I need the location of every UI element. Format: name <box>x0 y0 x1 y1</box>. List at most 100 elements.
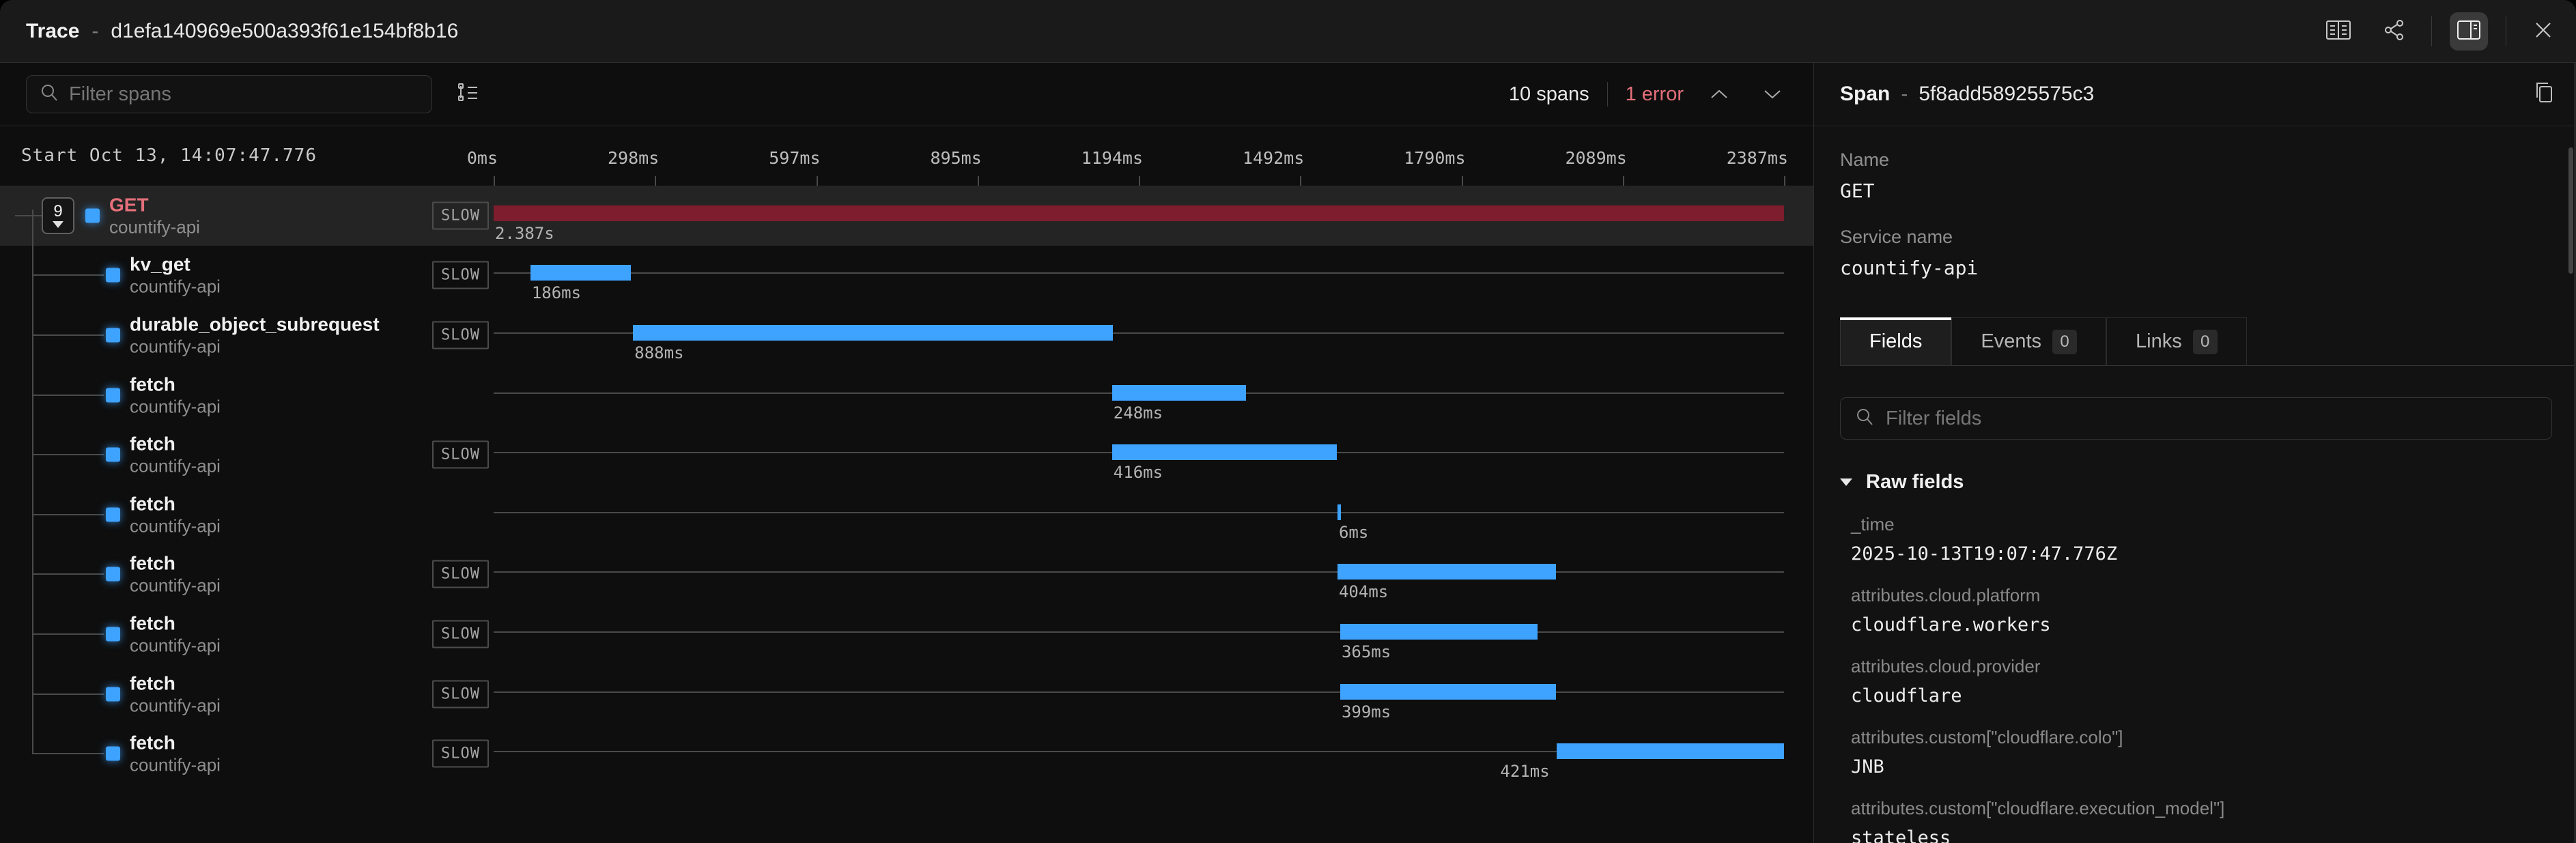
span-row[interactable]: kv_get countify-api SLOW 186ms <box>0 246 1813 306</box>
name-value: GET <box>1840 180 1875 202</box>
span-name: fetch <box>130 612 175 634</box>
span-duration-bar[interactable] <box>1112 384 1247 401</box>
span-timeline: 399ms <box>494 664 1784 724</box>
trace-id: d1efa140969e500a393f61e154bf8b16 <box>111 19 459 42</box>
tree-connector <box>15 214 42 216</box>
span-row[interactable]: fetch countify-api 248ms <box>0 365 1813 425</box>
span-duration-bar[interactable] <box>494 205 1784 221</box>
span-text: kv_get countify-api <box>130 253 221 298</box>
tick-label: 1194ms <box>1081 148 1143 168</box>
panel-scrollbar-track <box>2574 63 2576 843</box>
span-kind-icon <box>106 447 120 462</box>
span-duration-bar[interactable] <box>530 265 632 281</box>
tick-mark <box>816 176 818 186</box>
span-row[interactable]: fetch countify-api SLOW 365ms <box>0 604 1813 664</box>
span-duration-bar[interactable] <box>1337 504 1341 520</box>
tab-label: Fields <box>1869 330 1923 352</box>
table-view-button[interactable] <box>2319 12 2358 51</box>
span-name: fetch <box>130 672 175 694</box>
span-duration-bar[interactable] <box>633 324 1114 341</box>
span-kind-icon <box>106 507 120 522</box>
span-duration-bar[interactable] <box>1556 743 1784 760</box>
span-label: Span <box>1840 83 1891 105</box>
span-name-block: Name GET <box>1840 149 2558 202</box>
slow-badge: SLOW <box>432 201 489 230</box>
field-value: cloudflare.workers <box>1851 614 2051 635</box>
span-kind-icon <box>85 208 100 223</box>
prev-error-button[interactable] <box>1701 81 1737 108</box>
span-text: fetch countify-api <box>130 373 221 417</box>
next-error-button[interactable] <box>1755 81 1790 108</box>
span-service: countify-api <box>130 695 221 716</box>
raw-fields-title: Raw fields <box>1866 471 1964 493</box>
tick-mark <box>494 176 495 186</box>
toggle-side-panel-button[interactable] <box>2450 12 2488 51</box>
panel-scrollbar-thumb[interactable] <box>2568 147 2573 274</box>
span-timeline: 404ms <box>494 545 1784 605</box>
duration-label: 399ms <box>1341 702 1391 721</box>
span-duration-bar[interactable] <box>1337 564 1556 580</box>
service-value: countify-api <box>1840 257 1979 279</box>
tab-events[interactable]: Events 0 <box>1951 317 2107 365</box>
copy-icon <box>2534 81 2555 108</box>
span-text: fetch countify-api <box>130 672 221 716</box>
span-kind-icon <box>106 746 120 761</box>
span-row[interactable]: durable_object_subrequest countify-api SLO… <box>0 305 1813 365</box>
copy-span-id-button[interactable] <box>2528 78 2561 111</box>
error-count: 1 error <box>1625 83 1684 105</box>
fields-filter-input[interactable] <box>1886 407 2538 430</box>
span-rows: 9 GET countify-api SLOW 2.387s kv_get countify… <box>0 186 1813 784</box>
span-row[interactable]: 9 GET countify-api SLOW 2.387s <box>0 186 1813 246</box>
span-timeline: 6ms <box>494 485 1784 545</box>
span-duration-bar[interactable] <box>1340 683 1556 700</box>
span-duration-bar[interactable] <box>1340 623 1538 640</box>
trace-toolbar: 10 spans 1 error <box>0 63 1813 126</box>
span-service: countify-api <box>130 575 221 596</box>
share-icon <box>2383 18 2406 45</box>
span-filter-input[interactable] <box>69 83 419 106</box>
tick-mark <box>1784 176 1785 186</box>
span-row[interactable]: fetch countify-api SLOW 421ms <box>0 724 1813 784</box>
span-timeline: 416ms <box>494 425 1784 485</box>
span-row[interactable]: fetch countify-api SLOW 416ms <box>0 425 1813 485</box>
collapse-toggle[interactable]: 9 <box>42 197 74 234</box>
field-key: attributes.custom["cloudflare.execution_… <box>1851 798 2225 818</box>
span-timeline: 248ms <box>494 365 1784 425</box>
field-item: attributes.custom["cloudflare.colo"] JNB <box>1851 727 2558 777</box>
tree-view-toggle[interactable] <box>451 77 485 111</box>
span-kind-icon <box>106 687 120 702</box>
duration-label: 421ms <box>1500 762 1550 782</box>
span-row[interactable]: fetch countify-api SLOW 399ms <box>0 664 1813 724</box>
raw-fields-section-toggle[interactable]: Raw fields <box>1840 471 2558 494</box>
tree-connector <box>32 633 104 635</box>
tab-links[interactable]: Links 0 <box>2106 317 2247 365</box>
table-view-icon <box>2325 19 2351 44</box>
span-kind-icon <box>106 388 120 403</box>
tick-mark <box>655 176 657 186</box>
tab-fields[interactable]: Fields <box>1840 317 1952 365</box>
span-timeline: 2.387s <box>494 186 1784 246</box>
span-name: fetch <box>130 732 175 754</box>
field-value: 2025-10-13T19:07:47.776Z <box>1851 543 2118 565</box>
span-timeline: 421ms <box>494 724 1784 784</box>
span-name: fetch <box>130 493 175 515</box>
slow-badge: SLOW <box>432 739 489 768</box>
span-text: fetch countify-api <box>130 492 221 537</box>
fields-filter <box>1840 397 2552 440</box>
span-service: countify-api <box>130 336 221 357</box>
span-row[interactable]: fetch countify-api SLOW 404ms <box>0 545 1813 605</box>
trace-start-time: Start Oct 13, 14:07:47.776 <box>21 145 317 166</box>
span-text: fetch countify-api <box>130 612 221 656</box>
share-button[interactable] <box>2375 12 2414 51</box>
close-icon <box>2534 20 2553 43</box>
field-item: attributes.cloud.platform cloudflare.work… <box>1851 585 2558 635</box>
duration-label: 6ms <box>1338 522 1369 542</box>
duration-label: 404ms <box>1338 582 1389 602</box>
span-row[interactable]: fetch countify-api 6ms <box>0 485 1813 545</box>
tick-label: 597ms <box>769 148 821 168</box>
span-name: fetch <box>130 433 175 455</box>
span-duration-bar[interactable] <box>1112 444 1337 461</box>
close-button[interactable] <box>2524 12 2562 51</box>
tree-trunk <box>32 210 33 754</box>
